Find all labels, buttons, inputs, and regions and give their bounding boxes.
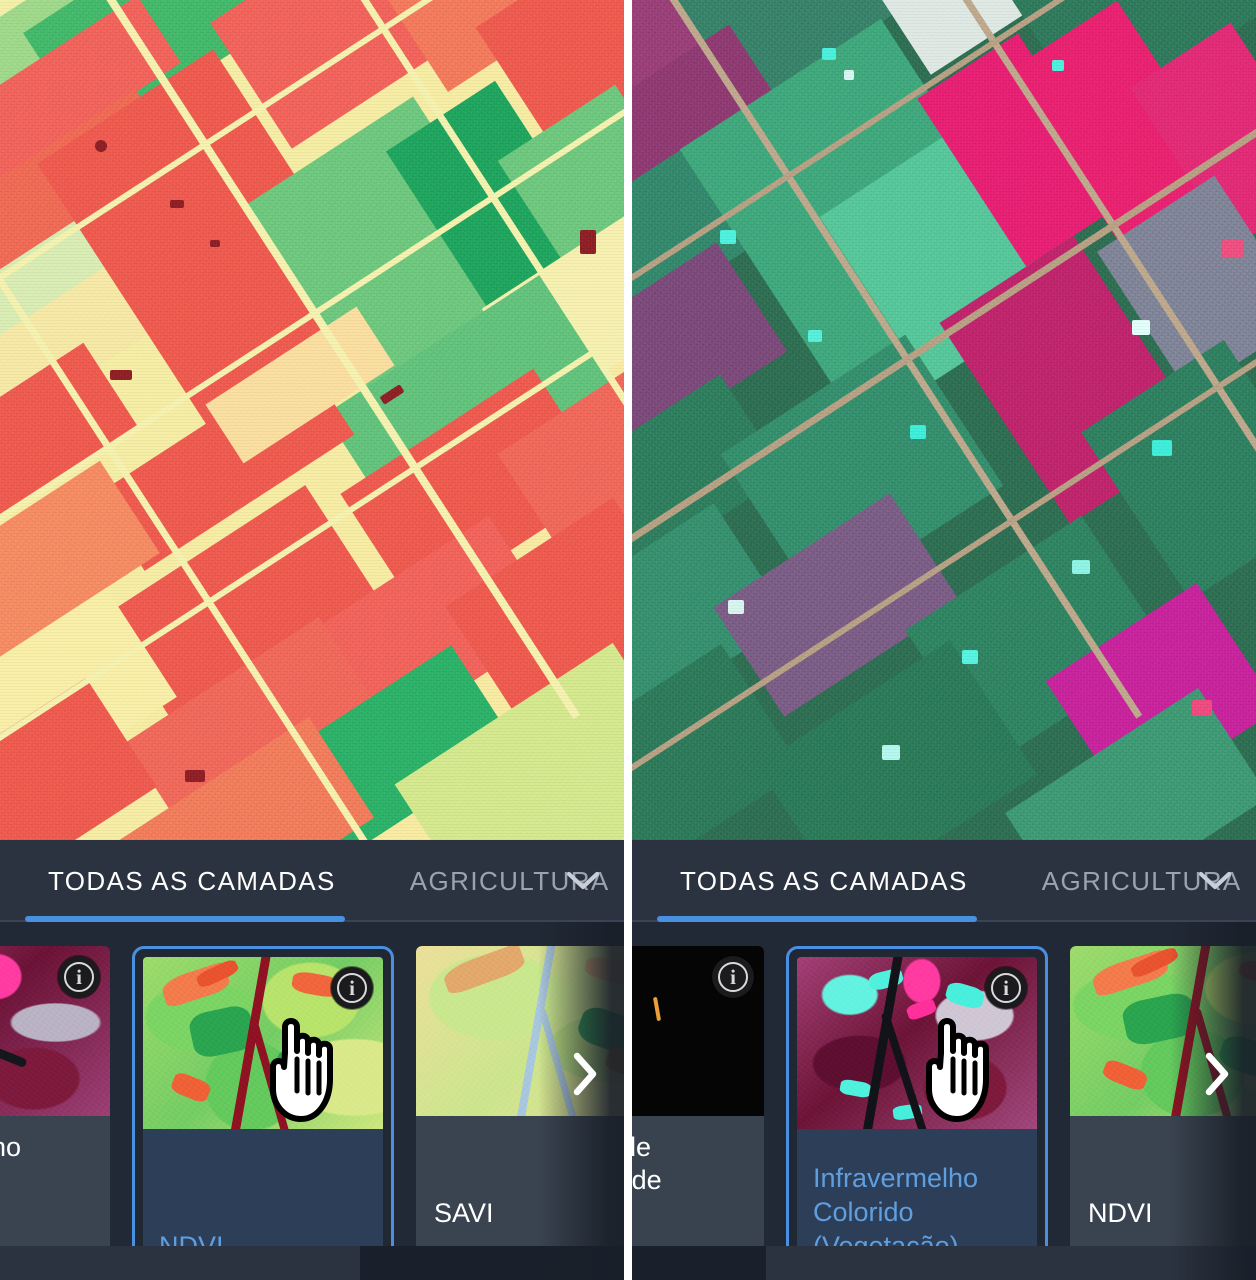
map-view-right[interactable] (632, 0, 1256, 840)
tab-active-indicator (657, 916, 977, 922)
layer-thumbnail: i (143, 957, 383, 1129)
layer-card-selected[interactable]: i Infravermelho Colorido (Vegetação) (786, 946, 1048, 1280)
info-icon[interactable]: i (58, 956, 100, 998)
layer-thumbnail: i (797, 957, 1037, 1129)
layer-card-label: Infravermelho Colorido (Vegetação) (0, 1132, 22, 1228)
layer-card-label: SAVI (434, 1198, 494, 1228)
chevron-down-icon[interactable] (1192, 858, 1238, 904)
map-view-left[interactable] (0, 0, 624, 840)
layer-sheet-left: TODAS AS CAMADAS AGRICULTURA (0, 840, 624, 1280)
info-icon[interactable]: i (712, 956, 754, 998)
info-icon[interactable]: i (985, 967, 1027, 1009)
layer-card[interactable]: i Infravermelho Colorido (Vegetação) (0, 946, 110, 1252)
layer-thumbnail: i (632, 946, 764, 1116)
panel-right: TODAS AS CAMADAS AGRICULTURA (632, 0, 1256, 1280)
tab-all-layers[interactable]: TODAS AS CAMADAS (48, 866, 336, 896)
layer-tabbar-left: TODAS AS CAMADAS AGRICULTURA (0, 840, 624, 922)
ndvi-map-raster (0, 0, 624, 840)
chevron-down-icon[interactable] (560, 858, 606, 904)
layer-card-rail-right[interactable]: i Máscara de Detecção de Incêndio (632, 922, 1256, 1280)
layer-card-label: Máscara de Detecção de Incêndio (632, 1132, 662, 1195)
panel-divider (624, 0, 632, 1280)
tab-all-layers[interactable]: TODAS AS CAMADAS (680, 866, 968, 896)
layer-card[interactable]: i Máscara de Detecção de Incêndio (632, 946, 764, 1252)
info-icon[interactable]: i (331, 967, 373, 1009)
layer-sheet-right: TODAS AS CAMADAS AGRICULTURA (632, 840, 1256, 1280)
chevron-right-icon[interactable] (558, 1042, 610, 1106)
layer-card-label: NDVI (1088, 1198, 1153, 1228)
panel-left: TODAS AS CAMADAS AGRICULTURA (0, 0, 624, 1280)
layer-card-rail-left[interactable]: i Infravermelho Colorido (Vegetação) (0, 922, 624, 1280)
layer-card-selected[interactable]: i NDVI (132, 946, 394, 1280)
layer-tabbar-right: TODAS AS CAMADAS AGRICULTURA (632, 840, 1256, 922)
rail-bottom-strip-dark (632, 1246, 766, 1280)
false-color-ir-map-raster (632, 0, 1256, 840)
chevron-right-icon[interactable] (1190, 1042, 1242, 1106)
rail-bottom-strip-dark (360, 1246, 624, 1280)
layer-thumbnail: i (0, 946, 110, 1116)
tab-active-indicator (25, 916, 345, 922)
